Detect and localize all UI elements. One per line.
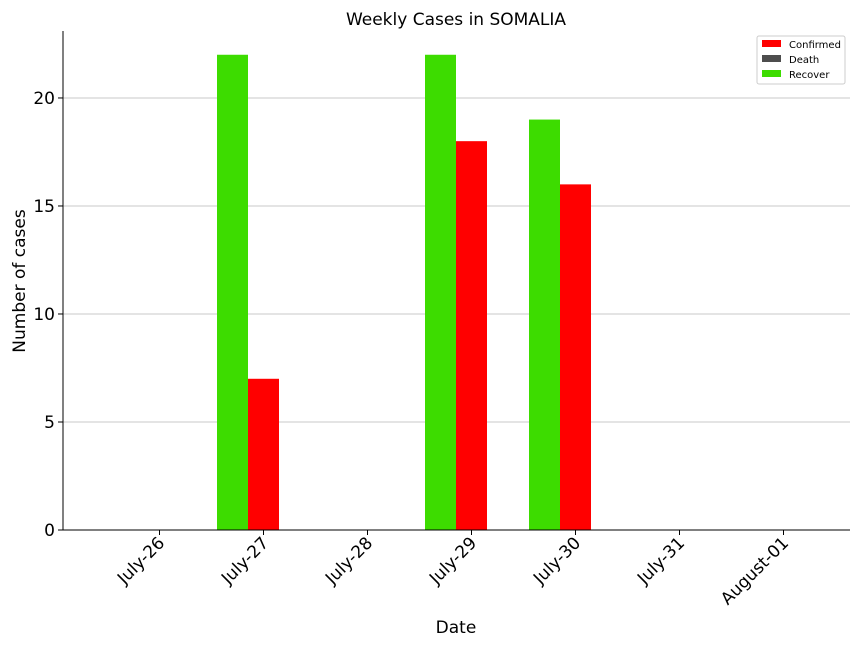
x-axis-label: Date: [436, 618, 477, 638]
y-tick-label: 0: [44, 521, 55, 541]
legend-swatch-confirmed: [762, 40, 781, 47]
legend-label-confirmed: Confirmed: [789, 40, 841, 51]
legend-label-recover: Recover: [789, 70, 830, 81]
y-ticks: 0 5 10 15 20: [33, 89, 63, 541]
legend: Confirmed Death Recover: [756, 35, 846, 85]
y-tick-label: 15: [33, 197, 55, 217]
x-tick-label: July-28: [321, 533, 377, 589]
chart-title: Weekly Cases in SOMALIA: [346, 10, 566, 30]
x-tick-label: July-30: [529, 533, 585, 589]
legend-swatch-death: [762, 55, 781, 62]
x-tick-label: August-01: [717, 533, 793, 609]
legend-label-death: Death: [789, 55, 819, 66]
bars: [217, 54, 591, 531]
bar-recover: [425, 54, 456, 531]
bar-recover: [217, 54, 248, 531]
y-tick-label: 5: [44, 413, 55, 433]
bar-confirmed: [456, 141, 487, 531]
bar-confirmed: [248, 378, 279, 530]
legend-swatch-recover: [762, 70, 781, 77]
x-tick-label: July-31: [633, 533, 689, 589]
x-tick-label: July-27: [217, 533, 273, 589]
x-tick-label: July-26: [113, 533, 169, 589]
x-tick-label: July-29: [425, 533, 481, 589]
x-ticks: July-26 July-27 July-28 July-29 July-30 July-…: [113, 530, 793, 609]
bar-recover: [529, 119, 560, 530]
y-tick-label: 10: [33, 305, 55, 325]
bar-confirmed: [560, 184, 591, 530]
y-tick-label: 20: [33, 89, 55, 109]
y-axis-label: Number of cases: [10, 209, 30, 353]
